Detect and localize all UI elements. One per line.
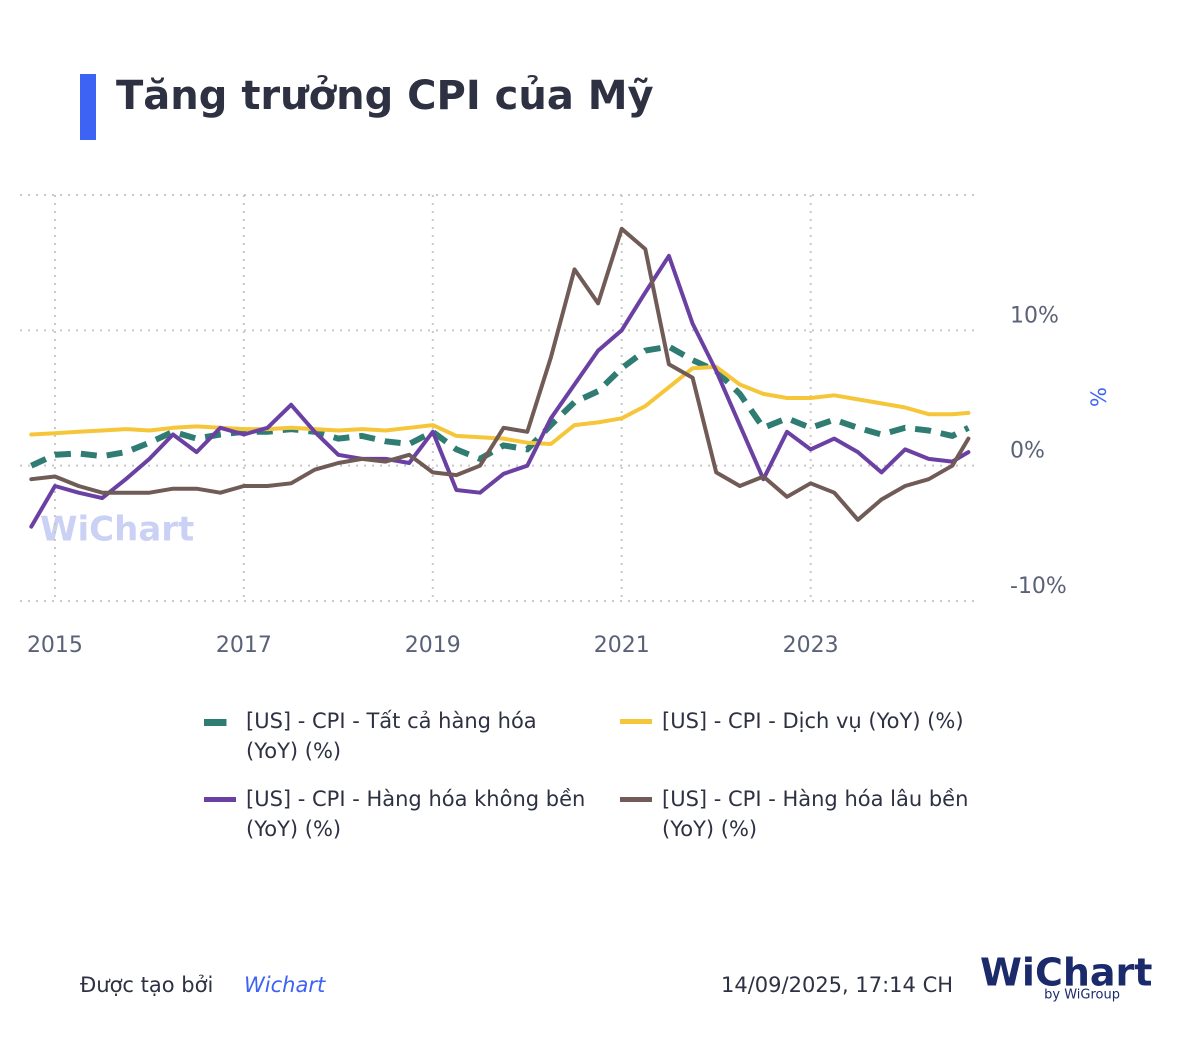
legend-swatch [620,797,652,802]
created-by: Được tạo bởi [80,973,214,997]
legend: [US] - CPI - Tất cả hàng hóa (YoY) (%) [U… [200,706,1040,844]
legend-label: [US] - CPI - Tất cả hàng hóa (YoY) (%) [246,709,537,763]
legend-label: [US] - CPI - Dịch vụ (YoY) (%) [662,709,964,733]
x-tick-label: 2015 [27,633,83,658]
legend-item[interactable]: [US] - CPI - Dịch vụ (YoY) (%) [616,706,1036,766]
legend-item[interactable]: [US] - CPI - Hàng hóa không bền (YoY) (%… [200,784,616,844]
legend-item[interactable]: [US] - CPI - Hàng hóa lâu bền (YoY) (%) [616,784,1036,844]
y-tick-label: 0% [1010,439,1045,464]
title-accent [80,74,96,140]
legend-swatch [620,719,652,724]
legend-label: [US] - CPI - Hàng hóa lâu bền (YoY) (%) [662,787,969,841]
series-line [29,253,971,529]
series-line [29,364,971,446]
y-axis-label: % [1087,387,1111,407]
timestamp: 14/09/2025, 17:14 CH [721,973,954,997]
logo-sub: by WiGroup [1044,988,1120,1003]
x-tick-label: 2021 [594,633,650,658]
y-tick-label: 10% [1010,303,1059,328]
x-tick-label: 2023 [783,633,839,658]
x-tick-label: 2017 [216,633,272,658]
watermark: WiChart [40,510,194,550]
series-line [30,343,970,469]
legend-item[interactable]: [US] - CPI - Tất cả hàng hóa (YoY) (%) [200,706,616,766]
x-tick-label: 2019 [405,633,461,658]
logo: WiChart [980,951,1152,995]
legend-swatch [204,797,236,802]
y-tick-label: -10% [1010,574,1067,599]
chart-title: Tăng trưởng CPI của Mỹ [116,73,654,119]
brand-link[interactable]: Wichart [244,973,326,997]
legend-swatch [204,719,236,726]
legend-label: [US] - CPI - Hàng hóa không bền (YoY) (%… [246,787,586,841]
series-line [29,226,971,522]
